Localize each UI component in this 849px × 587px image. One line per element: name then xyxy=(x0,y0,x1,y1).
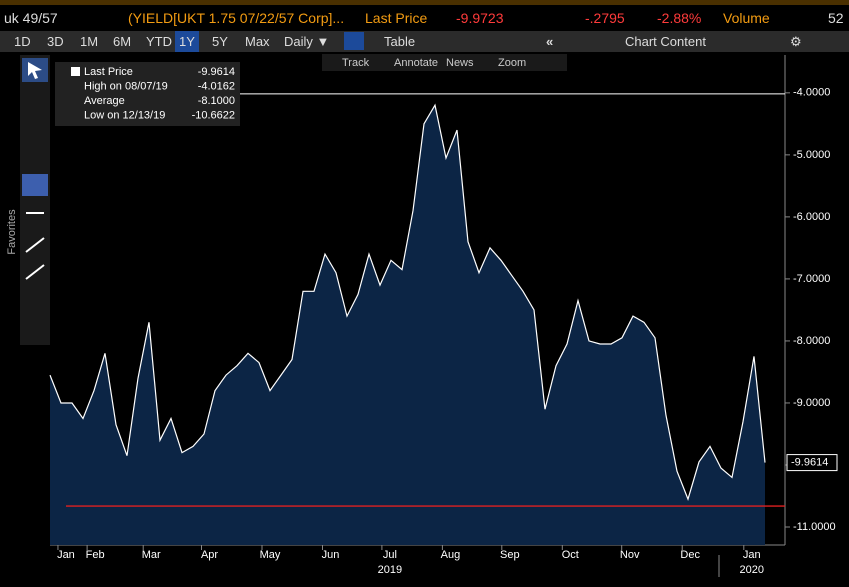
legend-value: -9.9614 xyxy=(198,66,235,78)
chart-icon[interactable] xyxy=(344,32,364,50)
collapse[interactable]: « xyxy=(546,34,554,49)
range-button[interactable]: 6M xyxy=(113,34,132,49)
last: -9.9723 xyxy=(456,10,504,26)
area xyxy=(50,105,765,545)
chart-tool: Zoom xyxy=(498,57,526,69)
table[interactable]: Table xyxy=(384,34,416,49)
range-button[interactable]: Max xyxy=(245,34,270,49)
security: (YIELD[UKT 1.75 07/22/57 Corp]... xyxy=(128,10,345,26)
legend-swatch xyxy=(71,67,80,76)
x-tick-label: Oct xyxy=(562,549,579,561)
range-button[interactable]: 1M xyxy=(80,34,99,49)
x-tick-label: Jul xyxy=(383,549,397,561)
x-tick-label: Jan xyxy=(57,549,75,561)
ray-tool[interactable] xyxy=(25,264,45,280)
y-tick-label: -11.0000 xyxy=(793,521,836,533)
chart-tool: Annotate xyxy=(394,57,438,69)
y-tick-label: -7.0000 xyxy=(793,273,830,285)
toolbar: Daily ▼ Table « Chart Content ⚙ 1D 3D 1M 6M… xyxy=(0,31,849,52)
x-tick-label: Jan xyxy=(743,549,761,561)
x-tick-label: Sep xyxy=(500,549,520,561)
period[interactable]: Daily ▼ xyxy=(284,34,330,49)
top-strip xyxy=(0,0,849,5)
y-tick-label: -8.0000 xyxy=(793,335,830,347)
chart: Favorites Track Annotate News Zoom -4.0000 -5… xyxy=(6,54,838,577)
legend-value: -4.0162 xyxy=(198,80,235,92)
volume: 52 xyxy=(828,10,844,26)
x-tick-label: Dec xyxy=(680,549,700,561)
legend-value: -10.6622 xyxy=(192,109,235,121)
chart-content[interactable]: Chart Content xyxy=(625,34,706,49)
range-button[interactable]: YTD xyxy=(146,34,172,49)
legend-name: High on 08/07/19 xyxy=(84,80,168,92)
year-label: 2020 xyxy=(740,564,764,576)
change: -.2795 xyxy=(585,10,625,26)
x-tick-label: Jun xyxy=(322,549,340,561)
change-pct: -2.88% xyxy=(657,10,702,26)
trend-tool[interactable] xyxy=(25,237,45,253)
range-button[interactable]: 3D xyxy=(47,34,64,49)
last-price-label: -9.9614 xyxy=(791,456,828,468)
ticker: uk 49/57 xyxy=(4,10,58,26)
x-tick-label: Apr xyxy=(201,549,218,561)
tool-panel xyxy=(20,55,50,345)
settings[interactable]: ⚙ xyxy=(790,34,802,49)
x-tick-label: Aug xyxy=(441,549,461,561)
volume-label: Volume xyxy=(723,10,770,26)
x-tick-label: Feb xyxy=(86,549,105,561)
legend-value: -8.1000 xyxy=(198,95,235,107)
legend-name: Low on 12/13/19 xyxy=(84,109,165,121)
y-tick-label: -4.0000 xyxy=(793,87,830,99)
x-tick-label: May xyxy=(260,549,281,561)
last-price-box xyxy=(786,454,838,472)
last-label: Last Price xyxy=(365,10,428,26)
line xyxy=(49,103,766,501)
x-tick-label: Mar xyxy=(142,549,161,561)
y-tick-label: -6.0000 xyxy=(793,211,830,223)
y-tick-label: -9.0000 xyxy=(793,397,830,409)
text-tool[interactable] xyxy=(22,174,48,196)
chart-tool: News xyxy=(446,57,474,69)
x-tick-label: Nov xyxy=(620,549,640,561)
range-button[interactable]: 5Y xyxy=(212,34,228,49)
range-button[interactable]: 1D xyxy=(14,34,31,49)
range-button[interactable]: 1Y xyxy=(175,31,199,52)
year-label: 2019 xyxy=(378,564,402,576)
legend-name: Last Price xyxy=(84,66,133,78)
chart-tool: Track xyxy=(342,57,370,69)
y-tick-label: -5.0000 xyxy=(793,149,830,161)
pointer-icon xyxy=(28,62,42,79)
legend-name: Average xyxy=(84,95,125,107)
chart-tools xyxy=(322,54,567,71)
legend-box xyxy=(55,62,240,126)
favorites: Favorites xyxy=(6,209,18,255)
